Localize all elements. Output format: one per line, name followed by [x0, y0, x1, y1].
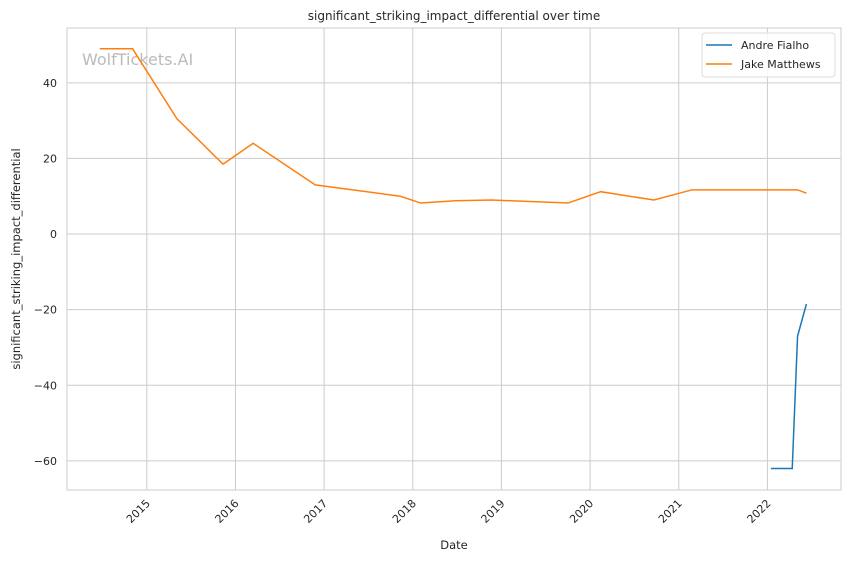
series-line-andre-fialho [770, 303, 808, 470]
y-tick-label: −60 [34, 455, 57, 468]
y-tick-label: 0 [50, 228, 57, 241]
series-line-jake-matthews [99, 48, 807, 204]
x-tick-label: 2022 [745, 497, 774, 526]
x-tick-label: 2019 [479, 497, 508, 526]
chart-title: significant_striking_impact_differential… [308, 9, 600, 23]
y-axis-label: significant_striking_impact_differential [9, 148, 23, 369]
x-tick-label: 2018 [390, 497, 419, 526]
plot-frame [66, 27, 842, 491]
y-tick-label: 40 [43, 77, 57, 90]
x-tick-label: 2020 [567, 497, 596, 526]
x-tick-label: 2021 [656, 497, 685, 526]
legend: Andre Fialho Jake Matthews [701, 32, 836, 78]
legend-label-jake: Jake Matthews [740, 58, 821, 71]
x-tick-label: 2015 [124, 497, 153, 526]
x-tick-label: 2017 [301, 497, 330, 526]
x-axis-label: Date [440, 538, 468, 552]
y-tick-label: −40 [34, 379, 57, 392]
x-tick-label: 2016 [213, 497, 242, 526]
watermark: WolfTickets.AI [82, 50, 193, 69]
legend-label-andre: Andre Fialho [741, 39, 809, 52]
y-tick-label: −20 [34, 304, 57, 317]
y-tick-label: 20 [43, 152, 57, 165]
